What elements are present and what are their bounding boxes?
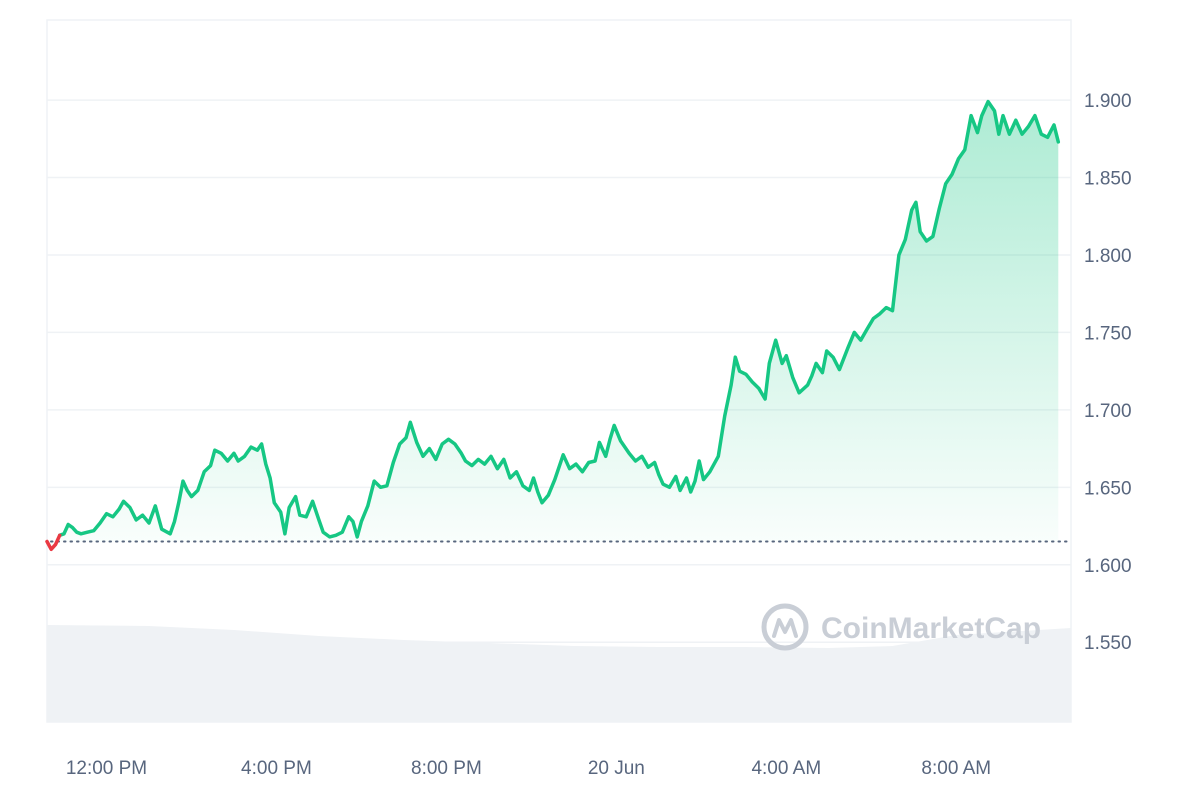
- price-area-fill: [47, 101, 1059, 550]
- x-axis: 12:00 PM 4:00 PM 8:00 PM 20 Jun 4:00 AM 8:00 …: [66, 758, 991, 779]
- x-tick-label: 8:00 AM: [921, 758, 991, 779]
- y-tick-label: 1.800: [1084, 246, 1132, 267]
- y-tick-label: 1.850: [1084, 169, 1132, 190]
- watermark-text: CoinMarketCap: [821, 612, 1041, 645]
- x-tick-label: 8:00 PM: [411, 758, 482, 779]
- y-tick-label: 1.900: [1084, 91, 1132, 112]
- y-tick-label: 1.550: [1084, 633, 1132, 654]
- y-tick-label: 1.700: [1084, 401, 1132, 422]
- y-tick-label: 1.750: [1084, 323, 1132, 344]
- x-tick-label: 20 Jun: [588, 758, 645, 779]
- price-line: [57, 99, 1061, 539]
- price-line-below-open: [45, 533, 62, 552]
- x-tick-label: 4:00 PM: [241, 758, 312, 779]
- y-axis: 1.550 1.600 1.650 1.700 1.750 1.800 1.850 1.900: [1084, 91, 1132, 654]
- volume-area: [47, 625, 1071, 722]
- x-tick-label: 4:00 AM: [751, 758, 821, 779]
- x-tick-label: 12:00 PM: [66, 758, 147, 779]
- y-tick-label: 1.600: [1084, 556, 1132, 577]
- watermark: CoinMarketCap: [761, 603, 1041, 651]
- coinmarketcap-logo-icon: [761, 603, 809, 651]
- y-tick-label: 1.650: [1084, 478, 1132, 499]
